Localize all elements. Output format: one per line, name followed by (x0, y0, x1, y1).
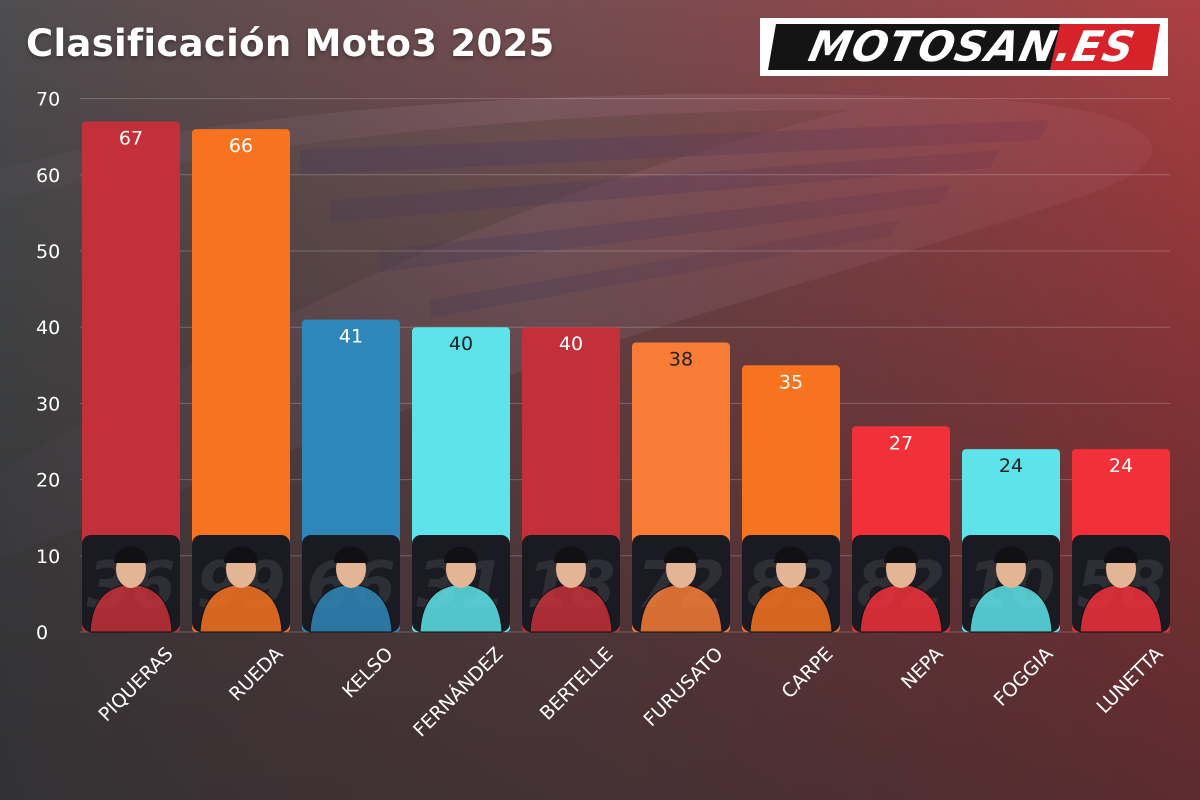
bar-value-label: 40 (559, 333, 583, 355)
rider-cap-shape (884, 546, 918, 563)
rider-cap-shape (224, 546, 258, 563)
x-tick-label: CARPE (777, 643, 837, 703)
bar-value-label: 27 (889, 432, 913, 454)
y-tick-label: 10 (36, 546, 60, 568)
y-tick-label: 30 (36, 393, 60, 415)
bars: 3667996666413140184072388335822710245824 (82, 121, 1170, 633)
rider-cap-shape (554, 546, 588, 563)
rider-cap-shape (114, 546, 148, 563)
bar-value-label: 66 (229, 135, 253, 157)
y-tick-label: 20 (36, 470, 60, 492)
x-tick-label: LUNETTA (1092, 643, 1167, 718)
rider-cap-shape (994, 546, 1028, 563)
bar-value-label: 41 (339, 326, 363, 348)
bar (192, 129, 290, 632)
x-tick-label: FERNÁNDEZ (408, 642, 507, 741)
bar-value-label: 40 (449, 333, 473, 355)
y-tick-label: 40 (36, 317, 60, 339)
rider-cap-shape (334, 546, 368, 563)
rider-cap-shape (774, 546, 808, 563)
x-tick-label: BERTELLE (536, 643, 618, 725)
bar-value-label: 38 (669, 348, 693, 370)
x-tick-label: KELSO (338, 643, 397, 702)
chart-title: Clasificación Moto3 2025 (26, 22, 555, 65)
x-tick-label: PIQUERAS (95, 643, 178, 726)
y-axis-ticks: 0 10 20 30 40 50 60 70 (36, 89, 60, 644)
x-tick-label: RUEDA (225, 643, 288, 706)
bar-value-label: 24 (1109, 455, 1133, 477)
bar-value-label: 67 (119, 127, 143, 149)
rider-cap-shape (444, 546, 478, 563)
x-tick-label: NEPA (897, 643, 948, 694)
y-tick-label: 0 (36, 622, 48, 644)
rider-cap-shape (1104, 546, 1138, 563)
bar-value-label: 35 (779, 371, 803, 393)
bar (82, 121, 180, 633)
x-tick-label: FOGGIA (990, 643, 1058, 711)
x-tick-label: FURUSATO (640, 643, 728, 731)
y-tick-label: 50 (36, 241, 60, 263)
y-tick-label: 60 (36, 165, 60, 187)
y-tick-label: 70 (36, 89, 60, 111)
rider-cap-shape (664, 546, 698, 563)
bar-value-label: 24 (999, 455, 1023, 477)
x-axis-labels: PIQUERAS RUEDA KELSO FERNÁNDEZ BERTELLE FURUS… (95, 642, 1168, 741)
brand-logo[interactable]: MOTOSAN.ES (760, 18, 1168, 76)
